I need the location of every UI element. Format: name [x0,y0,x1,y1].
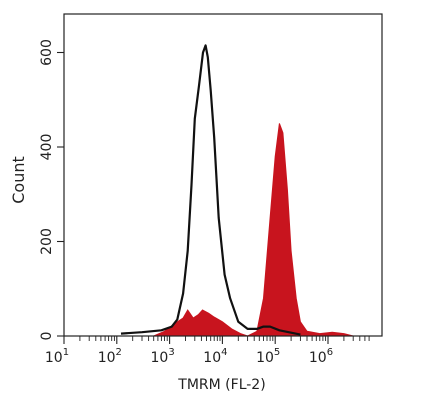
series-filled-histogram [153,123,354,337]
x-tick-label: 103 [150,347,174,366]
series-outline-histogram [120,44,301,336]
x-tick-label: 106 [309,347,333,366]
y-axis-title: Count [9,156,28,204]
y-tick-label: 400 [39,134,55,161]
y-axis: 0 200 400 600 [39,39,64,340]
x-axis-title: TMRM (FL-2) [177,377,265,393]
series-layer [120,44,354,337]
x-axis: 101 102 103 104 105 106 [45,336,370,366]
x-tick-label: 101 [45,347,69,366]
x-tick-label: 105 [256,347,280,366]
y-tick-label: 600 [39,39,55,66]
x-tick-label: 102 [98,347,122,366]
plot-frame [63,13,383,337]
y-tick-label: 0 [39,332,55,341]
x-tick-label: 104 [203,347,227,366]
y-tick-label: 200 [39,228,55,255]
